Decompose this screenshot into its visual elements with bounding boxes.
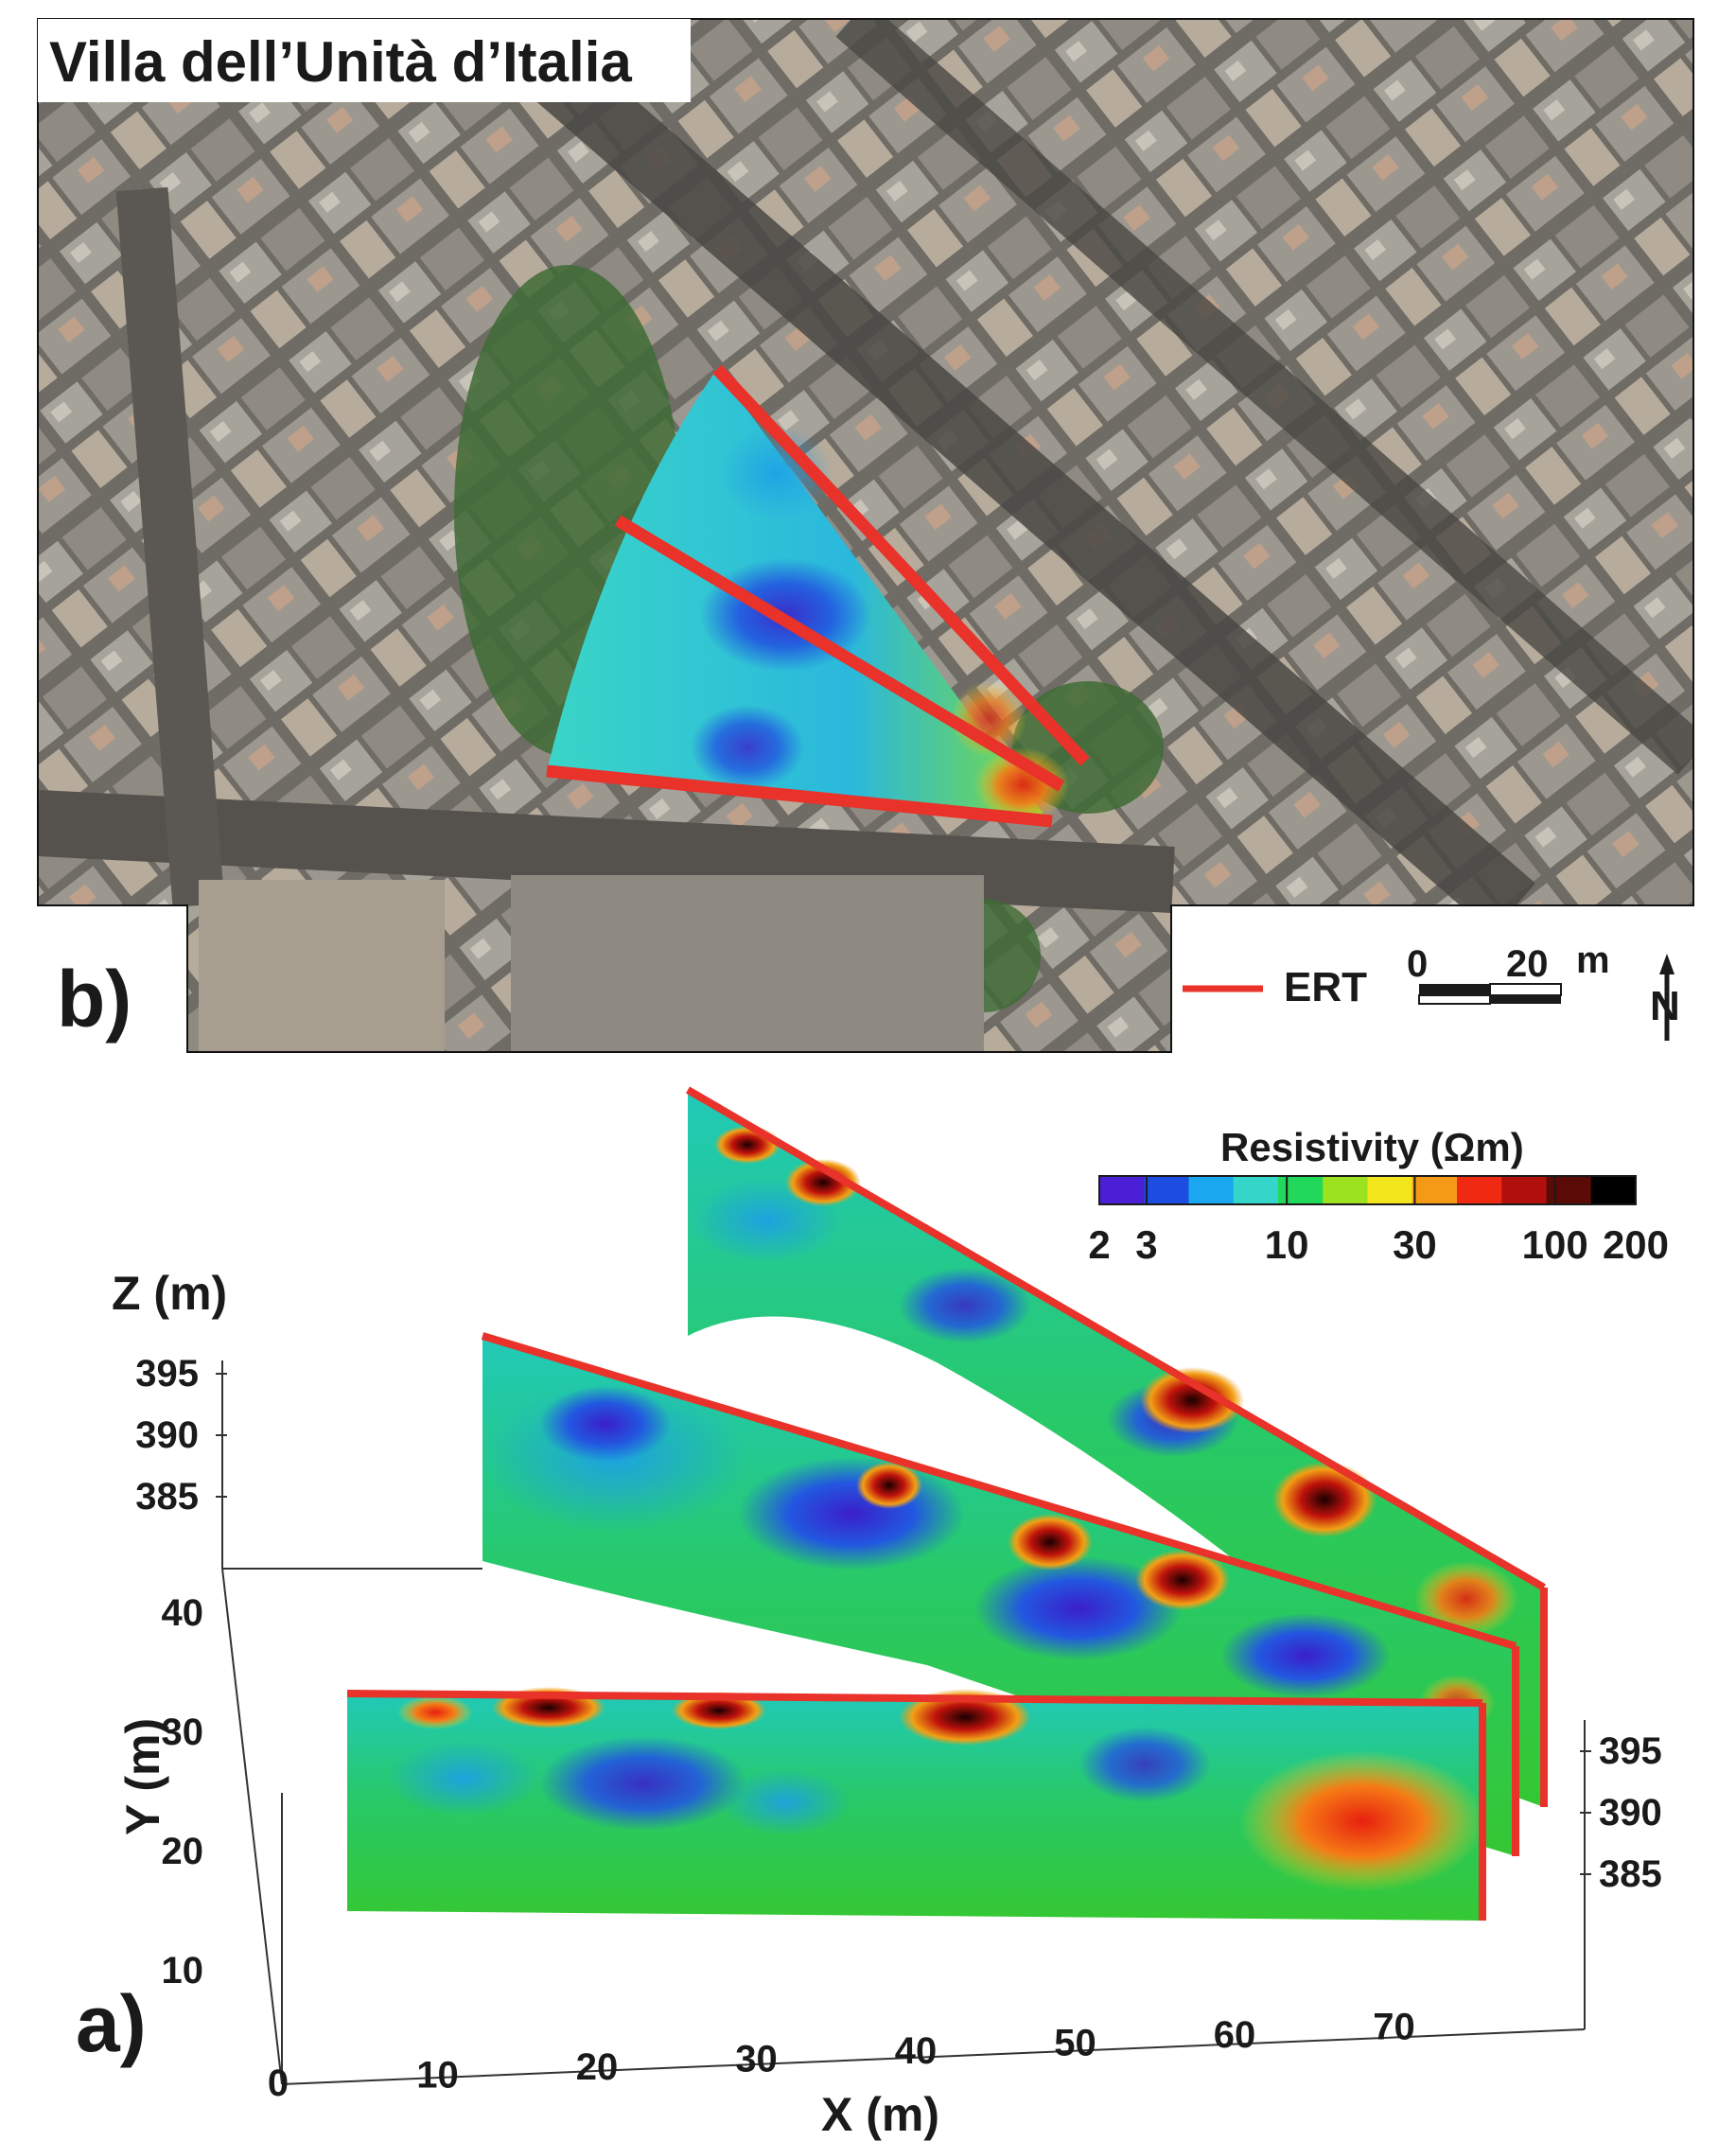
y-tick-label: 40 — [162, 1592, 204, 1634]
y-axis-label: Y (m) — [116, 1718, 169, 1835]
y-tick-label: 10 — [162, 1950, 204, 1992]
colorbar-tick-label: 100 — [1522, 1222, 1588, 1267]
z-tick-label-left: 395 — [135, 1353, 199, 1395]
colorbar-cell — [1278, 1176, 1324, 1204]
x-tick-label: 40 — [895, 2030, 938, 2072]
colorbar-cell — [1099, 1176, 1145, 1204]
aerial-map — [38, 19, 1693, 1052]
z-tick-label-right: 385 — [1599, 1853, 1662, 1895]
colorbar-cell — [1233, 1176, 1279, 1204]
ert-line-3 — [546, 764, 1053, 828]
colorbar-cell — [1367, 1176, 1413, 1204]
colorbar-cell — [1590, 1176, 1637, 1204]
ert-resistivity-overlay — [546, 364, 1090, 828]
colorbar-tick-label: 2 — [1088, 1222, 1110, 1267]
chart-3d-profiles: Resistivity (Ωm) 2 3 10 30 100 200 Z (m) 3953… — [76, 1086, 1669, 2141]
x-tick-label: 20 — [576, 2046, 619, 2088]
x-tick-label: 50 — [1054, 2023, 1096, 2064]
colorbar: Resistivity (Ωm) 2 3 10 30 100 200 — [1088, 1125, 1669, 1267]
colorbar-cell — [1188, 1176, 1235, 1204]
y-tick-label: 30 — [162, 1711, 204, 1753]
north-arrow-icon — [1659, 954, 1675, 1041]
north-label: N — [1650, 983, 1680, 1029]
colorbar-cell — [1546, 1176, 1592, 1204]
scale-bar — [1418, 983, 1562, 1005]
colorbar-tick-label: 200 — [1603, 1222, 1669, 1267]
colorbar-cell — [1412, 1176, 1458, 1204]
y-tick-label: 20 — [162, 1831, 204, 1872]
colorbar-cell — [1144, 1176, 1190, 1204]
x-tick-label: 30 — [735, 2039, 778, 2080]
colorbar-ticks: 2 3 10 30 100 200 — [1088, 1176, 1669, 1267]
ert-profile-front — [346, 1687, 1486, 1921]
colorbar-cell — [1323, 1176, 1369, 1204]
scale-end-label: 20 — [1506, 943, 1549, 985]
ert-legend-label: ERT — [1284, 964, 1367, 1010]
panel-label-a: a) — [76, 1979, 147, 2068]
x-tick-label: 10 — [416, 2055, 459, 2097]
colorbar-tick-label: 30 — [1393, 1222, 1437, 1267]
colorbar-cell — [1457, 1176, 1502, 1204]
colorbar-tick-label: 3 — [1135, 1222, 1157, 1267]
z-tick-label-right: 390 — [1599, 1792, 1662, 1834]
z-ticks-left: 395 390 385 — [135, 1353, 227, 1518]
z-tick-label-left: 385 — [135, 1476, 199, 1518]
z-axis-label: Z (m) — [112, 1267, 227, 1320]
colorbar-title: Resistivity (Ωm) — [1220, 1125, 1524, 1169]
x-axis-label: X (m) — [821, 2088, 939, 2141]
x-tick-label: 60 — [1214, 2014, 1256, 2056]
z-tick-label-right: 395 — [1599, 1730, 1662, 1772]
x-tick-label: 0 — [268, 2062, 289, 2104]
legend-background — [1173, 906, 1736, 1058]
map-title-box — [38, 19, 691, 102]
z-ticks-right: 395 390 385 — [1580, 1730, 1662, 1895]
y-ticks: 40 30 20 10 — [162, 1592, 204, 1992]
map-legend: ERT 0 20 m N — [1183, 939, 1680, 1041]
colorbar-cell — [1501, 1176, 1548, 1204]
z-tick-label-left: 390 — [135, 1414, 199, 1456]
x-ticks: 0 10 20 30 40 50 60 70 — [268, 2007, 1415, 2105]
map-frame — [37, 18, 1694, 1053]
ert-line-2 — [614, 515, 1065, 792]
colorbar-frame — [1098, 1175, 1637, 1205]
ert-line-1 — [712, 364, 1090, 766]
scale-start-label: 0 — [1407, 943, 1428, 985]
x-tick-label: 70 — [1373, 2007, 1415, 2048]
scale-unit-label: m — [1576, 939, 1610, 981]
panel-label-b: b) — [57, 955, 132, 1044]
colorbar-cells — [1099, 1176, 1637, 1204]
map-title: Villa dell’Unità d’Italia — [49, 30, 632, 94]
colorbar-tick-label: 10 — [1265, 1222, 1309, 1267]
